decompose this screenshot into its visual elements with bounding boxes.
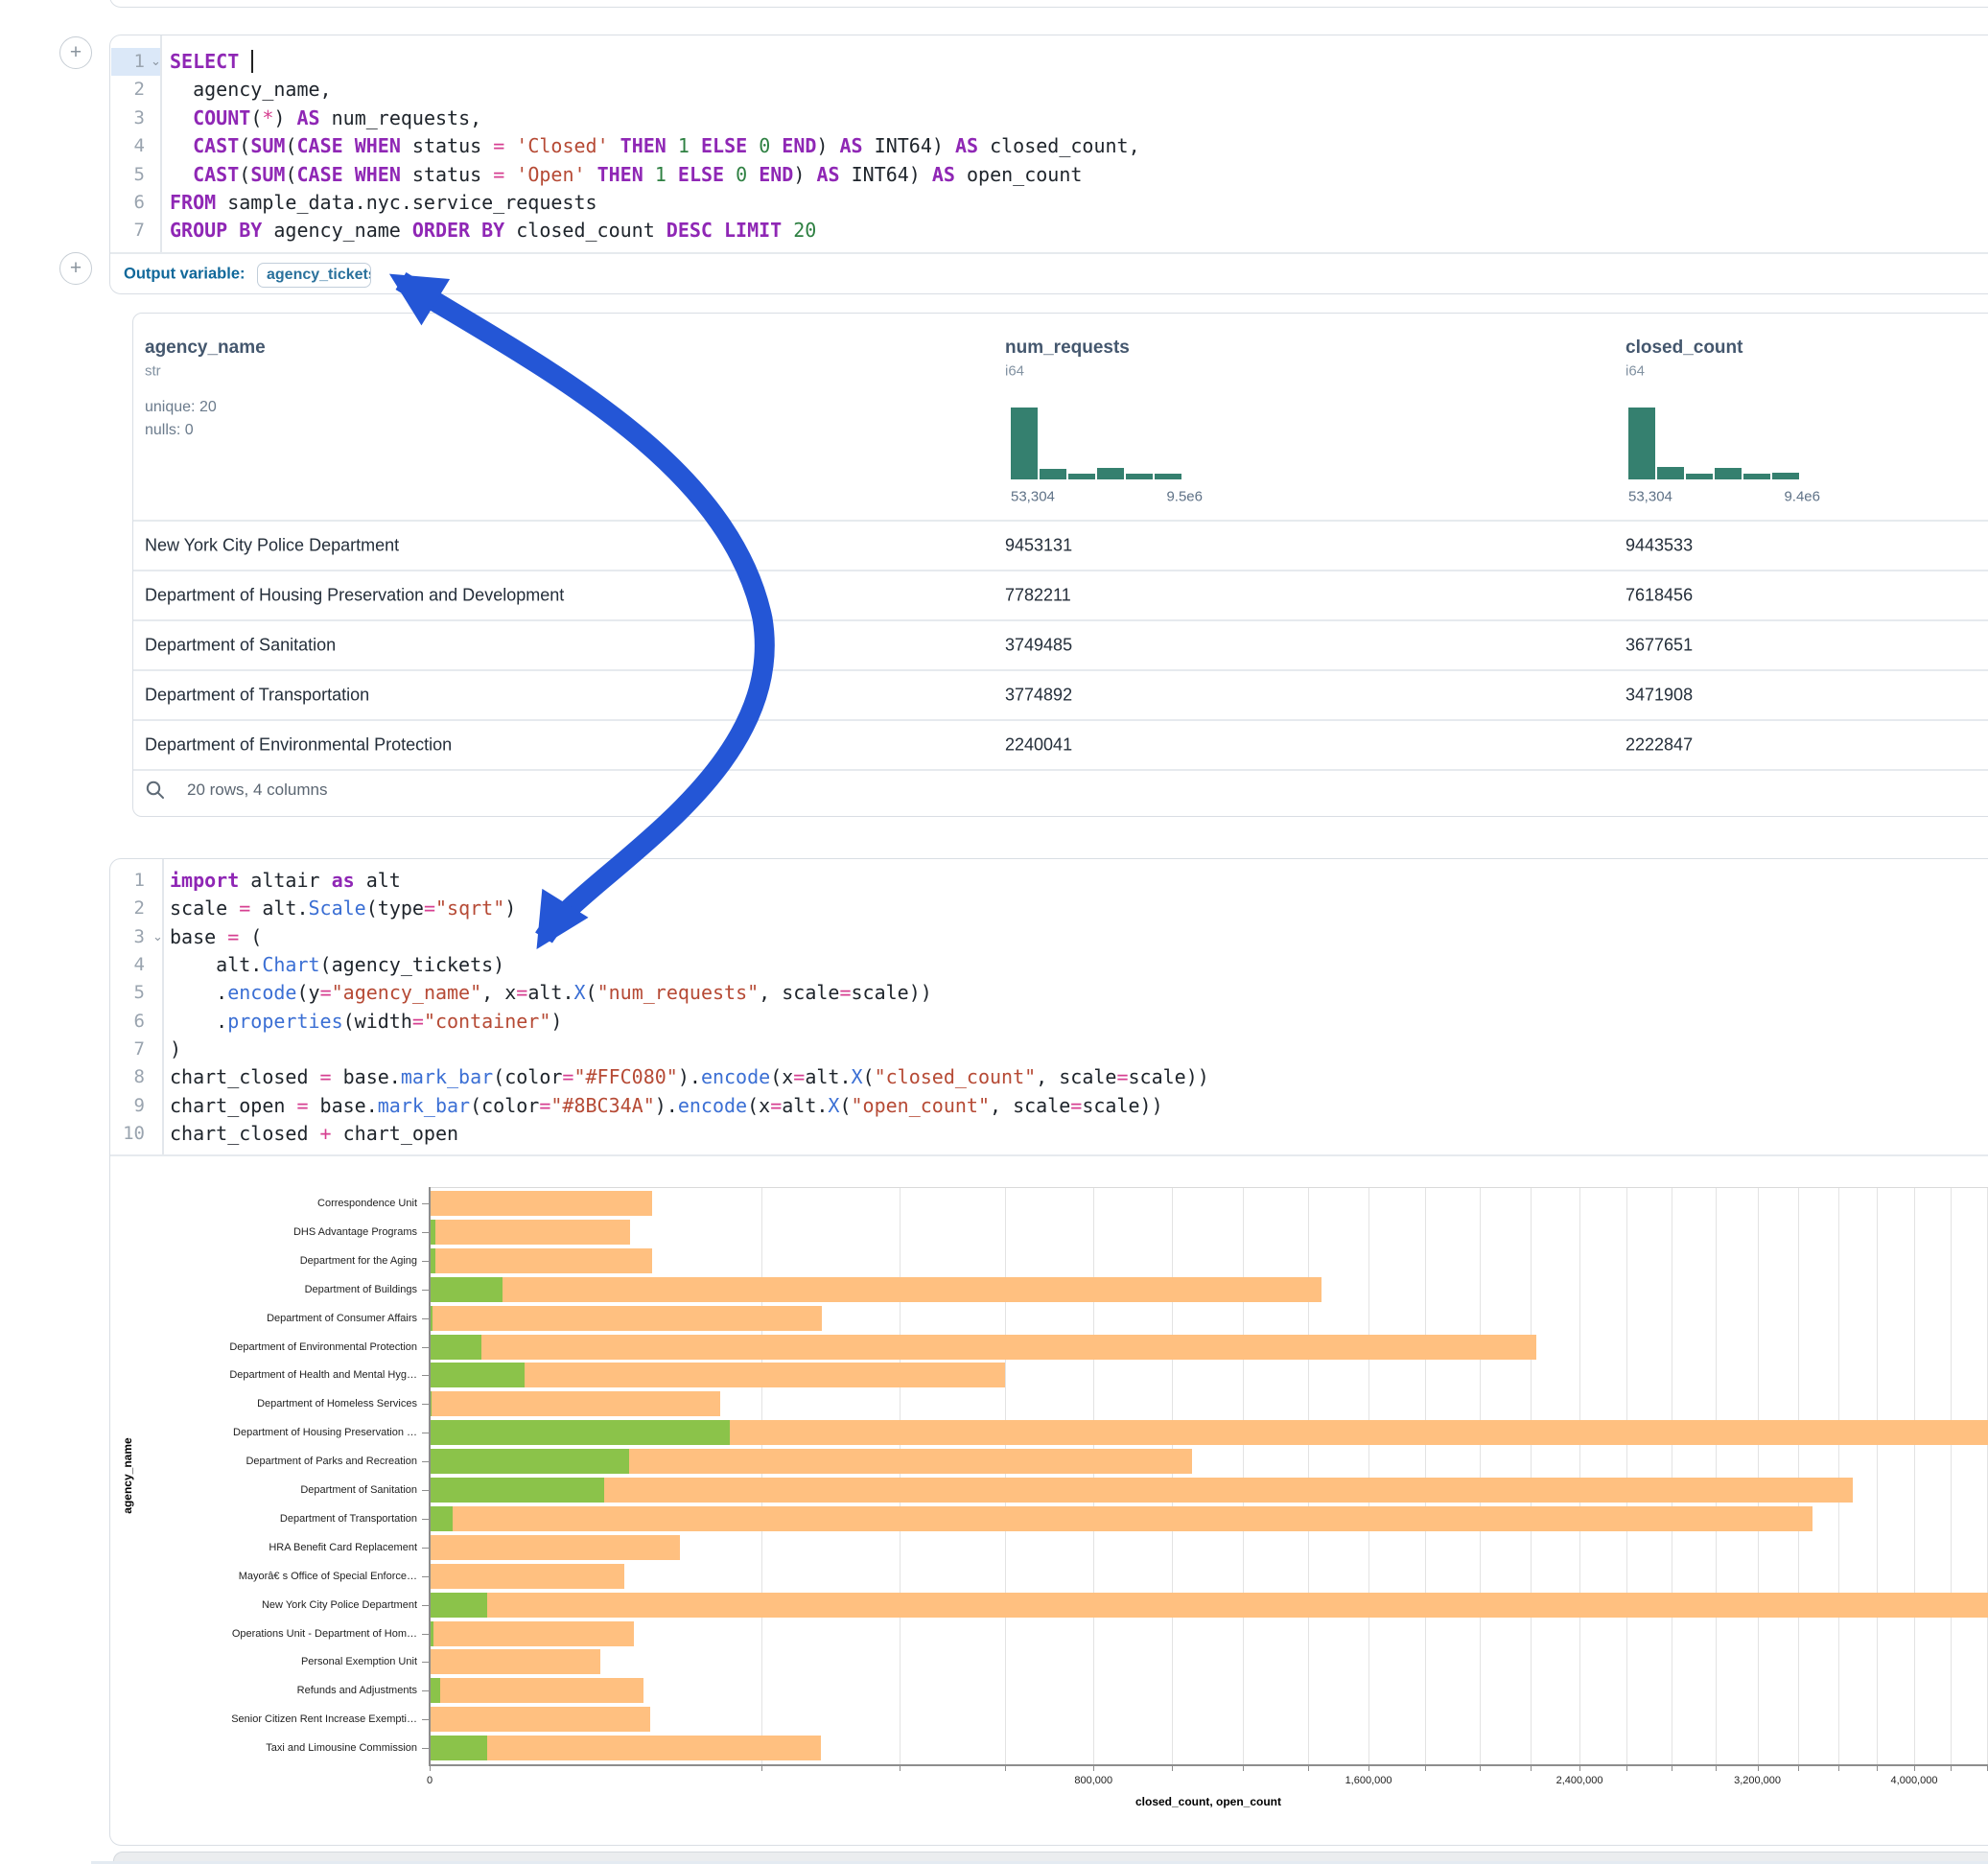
notebook-page: + + 1234567 SELECT agency_name, COUNT(*)… (0, 0, 1988, 1864)
annotation-arrow (0, 0, 1988, 1864)
